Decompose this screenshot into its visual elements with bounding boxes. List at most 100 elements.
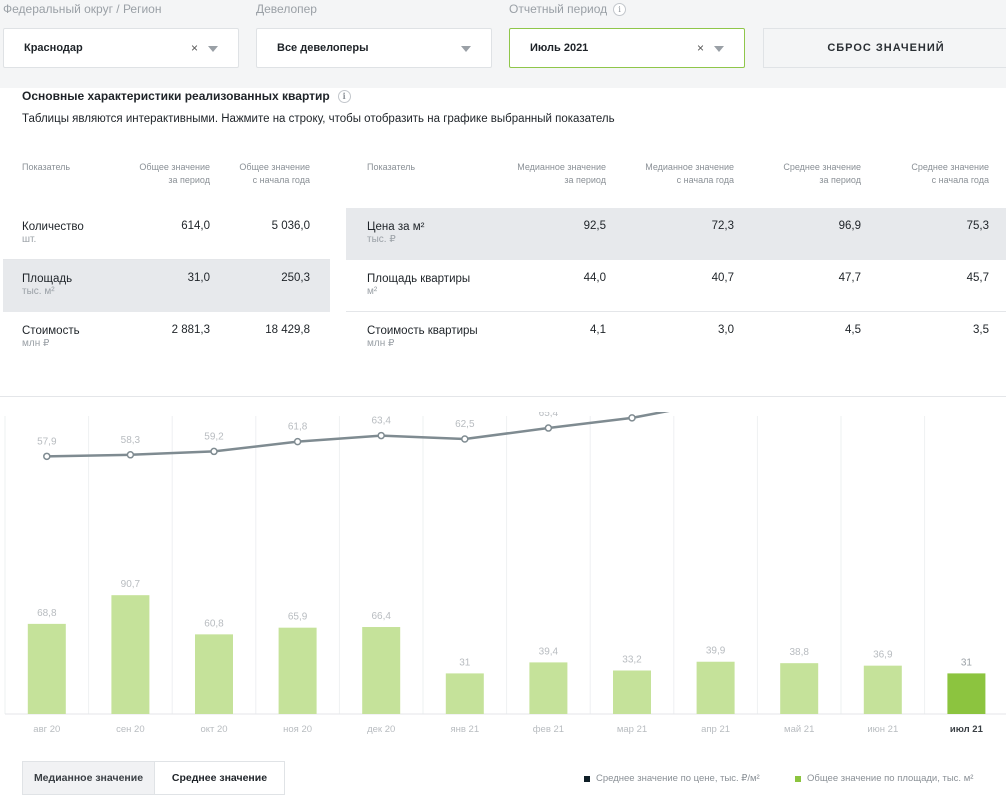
row-unit: тыс. ₽ <box>367 234 396 245</box>
table-row-price-per-sqm[interactable]: Цена за м² тыс. ₽ 92,5 72,3 96,9 75,3 <box>346 208 1006 260</box>
bar <box>278 627 317 714</box>
table-row-apartment-area[interactable]: Площадь квартиры м² 44,0 40,7 47,7 45,7 <box>346 260 1006 312</box>
section-title-text: Основные характеристики реализованных кв… <box>22 89 330 103</box>
line-segment <box>297 434 382 443</box>
table-row-apartment-cost[interactable]: Стоимость квартиры млн ₽ 4,1 3,0 4,5 3,5 <box>346 312 1006 364</box>
bar <box>27 623 66 714</box>
row-name: Площадь <box>22 273 73 285</box>
value-type-toggle[interactable]: Медианное значение Среднее значение <box>22 761 285 795</box>
reset-button[interactable]: СБРОС ЗНАЧЕНИЙ <box>763 28 1006 68</box>
clear-region-icon[interactable]: × <box>190 41 198 55</box>
line-segment <box>631 412 670 420</box>
line-point <box>293 437 302 446</box>
line-segment <box>130 450 215 457</box>
bar-label: 36,9 <box>873 650 893 661</box>
bar <box>696 661 735 714</box>
row-name: Стоимость <box>22 325 80 337</box>
left-header-name: Показатель <box>22 162 71 172</box>
bar-label: 68,8 <box>37 608 57 619</box>
row-value-period: 2 881,3 <box>171 324 210 336</box>
line-point <box>126 451 135 459</box>
line-point <box>377 431 385 440</box>
row-value-avg-ytd: 75,3 <box>966 220 989 232</box>
left-header-ytd: Общее значение с начала года <box>239 162 310 185</box>
region-select[interactable]: Краснодар × <box>3 28 239 68</box>
row-name: Количество <box>22 221 84 233</box>
section-title: Основные характеристики реализованных кв… <box>22 89 351 103</box>
row-value-med-ytd: 3,0 <box>718 324 734 336</box>
legend-bar: Общее значение по площади, тыс. м² <box>795 773 973 784</box>
section-subtitle: Таблицы являются интерактивными. Нажмите… <box>22 113 615 125</box>
bar-label: 66,4 <box>371 611 391 622</box>
developer-select[interactable]: Все девелоперы <box>256 28 492 68</box>
x-tick-label: янв 21 <box>450 724 479 735</box>
right-header-med-ytd: Медианное значение с начала года <box>645 162 734 185</box>
bar-label: 31 <box>961 657 973 668</box>
table-row-quantity[interactable]: Количество шт. 614,0 5 036,0 <box>3 208 330 260</box>
line-point <box>461 435 469 443</box>
line-label: 62,5 <box>455 419 475 430</box>
row-name: Цена за м² <box>367 221 425 233</box>
row-unit: млн ₽ <box>367 338 395 349</box>
legend-line-label: Среднее значение по цене, тыс. ₽/м² <box>596 773 760 784</box>
region-select-value: Краснодар <box>24 42 83 54</box>
combo-chart[interactable]: 68,8 90,7 60,8 65,9 66,4 31 39,4 33,2 39,9 38,8 36… <box>0 412 1006 752</box>
median-toggle-button[interactable]: Медианное значение <box>23 762 154 794</box>
x-tick-label: апр 21 <box>701 724 730 735</box>
line-segment <box>548 416 633 430</box>
bar-label: 60,8 <box>204 618 224 629</box>
period-select[interactable]: Июль 2021 × <box>509 28 745 68</box>
info-icon[interactable]: i <box>337 89 351 103</box>
line-segment <box>464 426 549 441</box>
bar <box>780 663 819 714</box>
row-value-avg-period: 96,9 <box>838 220 861 232</box>
period-filter-label: Отчетный период i <box>509 2 627 16</box>
chevron-down-icon[interactable] <box>714 46 724 52</box>
chevron-down-icon[interactable] <box>461 46 471 52</box>
clear-period-icon[interactable]: × <box>696 41 704 55</box>
row-value-avg-ytd: 3,5 <box>973 324 989 336</box>
bar <box>445 673 484 714</box>
table-row-area[interactable]: Площадь тыс. м² 31,0 250,3 <box>3 260 330 312</box>
row-value-avg-ytd: 45,7 <box>966 272 989 284</box>
line-label: 59,2 <box>204 431 224 442</box>
bar-label: 31 <box>459 657 471 668</box>
x-tick-label: мар 21 <box>617 724 647 735</box>
right-header-med-period: Медианное значение за период <box>517 162 606 185</box>
line-point <box>628 414 636 422</box>
line-label: 61,8 <box>288 422 308 433</box>
row-unit: м² <box>367 286 378 297</box>
line-point <box>210 447 218 456</box>
row-value-med-period: 92,5 <box>583 220 606 232</box>
row-name: Стоимость квартиры <box>367 325 478 337</box>
divider <box>0 396 1006 397</box>
bar-label: 33,2 <box>622 655 642 666</box>
bar-label: 65,9 <box>288 612 308 623</box>
x-tick-label: май 21 <box>784 724 814 735</box>
x-tick-label: фев 21 <box>533 724 564 735</box>
line-point <box>544 424 553 432</box>
period-select-value: Июль 2021 <box>530 42 589 54</box>
row-value-med-period: 44,0 <box>583 272 606 284</box>
table-row-cost[interactable]: Стоимость млн ₽ 2 881,3 18 429,8 <box>3 312 330 364</box>
legend-bar-label: Общее значение по площади, тыс. м² <box>807 773 974 784</box>
line-point <box>43 452 51 461</box>
row-value-ytd: 250,3 <box>281 272 310 284</box>
right-header-avg-ytd: Среднее значение с начала года <box>911 162 989 185</box>
average-toggle-button[interactable]: Среднее значение <box>154 762 284 794</box>
bar <box>195 634 233 714</box>
row-value-med-period: 4,1 <box>590 324 606 336</box>
chevron-down-icon[interactable] <box>208 46 218 52</box>
developer-filter-label: Девелопер <box>256 2 317 16</box>
bar-label: 90,7 <box>121 579 141 590</box>
line-label: 65,4 <box>539 412 559 419</box>
line-segment <box>46 453 131 458</box>
left-header-period: Общее значение за период <box>139 162 210 185</box>
region-filter-label: Федеральный округ / Регион <box>3 2 162 16</box>
x-tick-label: ноя 20 <box>283 724 312 735</box>
row-unit: млн ₽ <box>22 338 50 349</box>
info-icon[interactable]: i <box>613 2 627 16</box>
bar <box>529 662 568 714</box>
legend-line-swatch <box>584 775 590 782</box>
row-value-avg-period: 47,7 <box>838 272 861 284</box>
